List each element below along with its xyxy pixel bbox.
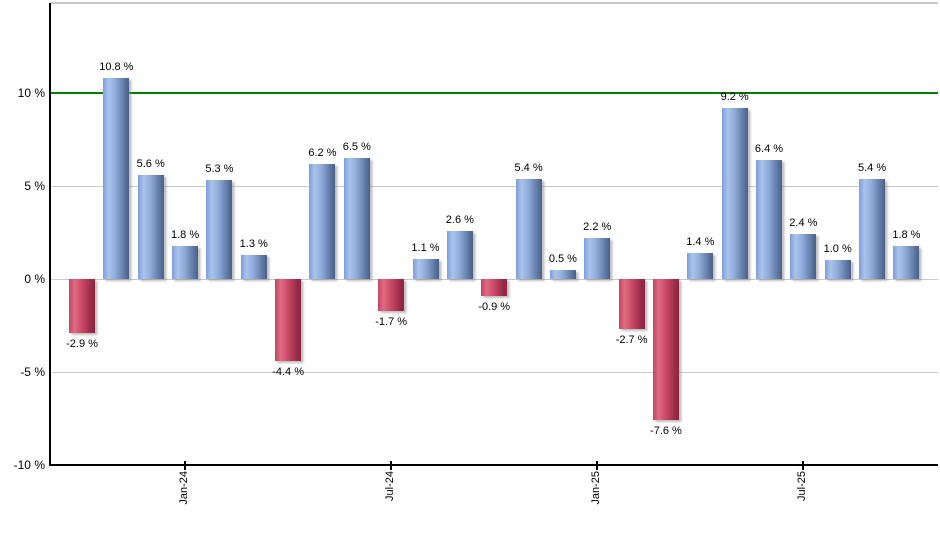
bar	[240, 254, 267, 279]
bar-value-label: -2.9 %	[66, 337, 98, 350]
y-axis-tick-label: -10 %	[13, 458, 45, 472]
bar-value-label: -7.6 %	[650, 425, 682, 438]
bar-value-label: 9.2 %	[720, 90, 749, 103]
bar-value-label: 5.4 %	[514, 161, 543, 174]
bar-value-label: 2.6 %	[445, 213, 474, 226]
bar	[343, 158, 370, 279]
bar	[790, 234, 817, 279]
bar	[172, 245, 199, 279]
bar	[859, 178, 886, 279]
bar	[103, 78, 130, 279]
x-axis-tick-label: Jul-25	[796, 471, 809, 501]
bar	[652, 279, 679, 421]
bar-value-label: 0.5 %	[548, 252, 577, 265]
bar	[275, 279, 302, 361]
x-axis-tick-label: Jan-24	[178, 471, 191, 505]
bar	[549, 269, 576, 279]
bar-value-label: -1.7 %	[375, 315, 408, 328]
bar	[412, 258, 439, 279]
bar	[893, 245, 920, 279]
bar	[824, 260, 851, 279]
bar	[69, 279, 95, 333]
x-axis-tick-mark	[596, 461, 599, 470]
plot-top-border	[50, 2, 938, 4]
bar	[721, 107, 748, 279]
bar-value-label: 6.5 %	[342, 141, 371, 154]
gridline	[51, 372, 938, 373]
x-axis-line	[49, 464, 938, 466]
x-axis-tick-label: Jan-25	[590, 471, 603, 505]
y-axis-line	[49, 3, 51, 466]
bar-value-label: -4.4 %	[272, 365, 304, 378]
bar-value-label: 1.8 %	[892, 228, 921, 241]
bar-value-label: -2.7 %	[615, 334, 648, 347]
y-axis-tick-label: 5 %	[24, 179, 45, 193]
bar	[687, 252, 714, 279]
y-axis-tick-label: -5 %	[20, 365, 45, 379]
bar	[309, 163, 336, 279]
x-axis-tick-label: Jul-24	[384, 471, 397, 501]
bar-value-label: 2.2 %	[583, 221, 612, 234]
bar	[584, 238, 611, 279]
y-axis-tick-label: 10 %	[17, 86, 45, 100]
bar-value-label: 10.8 %	[99, 61, 134, 74]
bar-value-label: 6.4 %	[754, 142, 784, 155]
bar-value-label: -0.9 %	[478, 300, 511, 313]
bar-value-label: 1.4 %	[686, 235, 715, 248]
bar	[481, 279, 508, 296]
reference-line-10pct	[51, 92, 938, 94]
bar	[137, 174, 164, 279]
bar-value-label: 1.8 %	[170, 228, 200, 241]
bar	[206, 180, 233, 279]
bar	[446, 230, 473, 279]
x-axis-tick-mark	[802, 461, 805, 470]
bar	[515, 178, 542, 279]
x-axis-tick-mark	[184, 461, 187, 470]
bar	[618, 279, 645, 330]
bar-value-label: 2.4 %	[789, 217, 818, 230]
bar-value-label: 5.6 %	[136, 157, 165, 170]
x-axis-tick-mark	[390, 461, 393, 470]
bar-value-label: 1.1 %	[411, 241, 440, 254]
bar	[756, 159, 782, 279]
bar	[378, 279, 405, 311]
bar-value-label: 1.3 %	[239, 237, 268, 250]
bar-value-label: 1.0 %	[823, 243, 852, 256]
bar-value-label: 6.2 %	[308, 146, 337, 159]
bar-value-label: 5.4 %	[857, 161, 887, 174]
bar-value-label: 5.3 %	[205, 163, 234, 176]
gridline	[51, 186, 938, 187]
y-axis-tick-label: 0 %	[24, 272, 45, 286]
